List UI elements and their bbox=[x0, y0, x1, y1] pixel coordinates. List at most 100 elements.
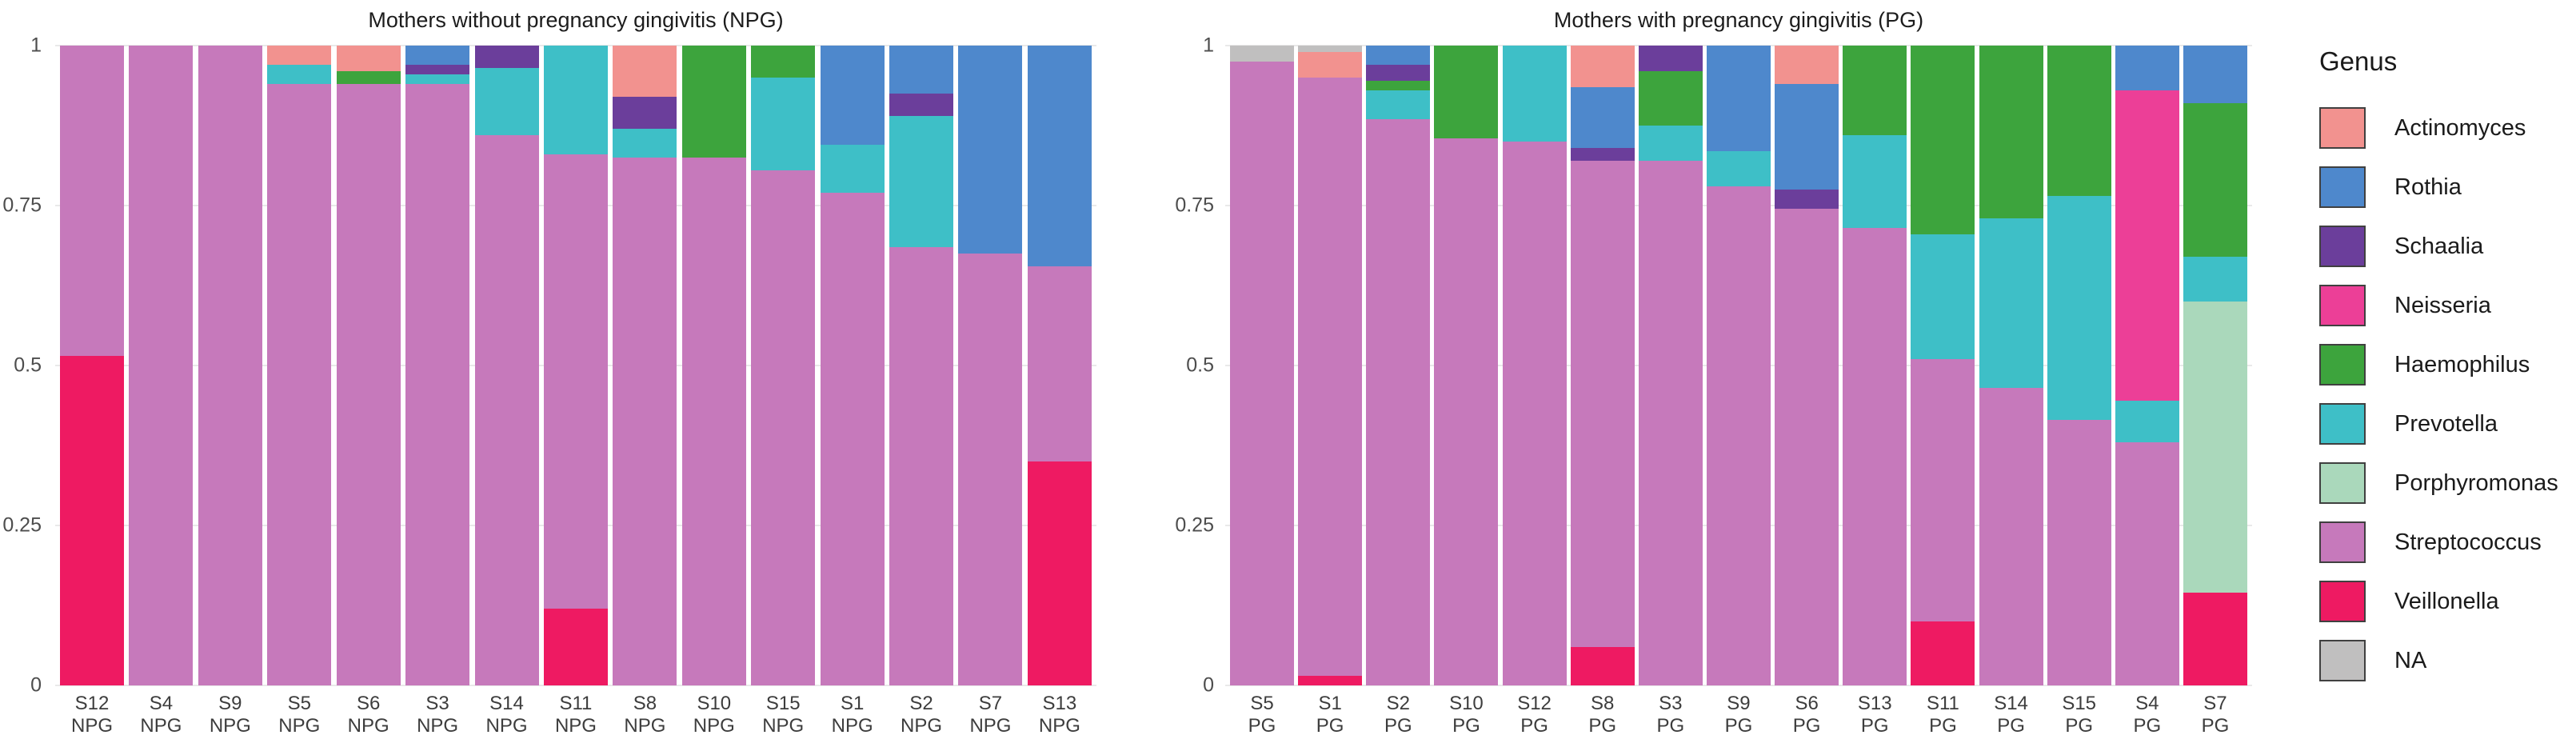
bar-S8-NPG bbox=[613, 46, 677, 685]
legend-label: Schaalia bbox=[2394, 233, 2484, 259]
legend-swatch-icon bbox=[2319, 166, 2366, 208]
y-tick-label: 0.5 bbox=[1186, 354, 1214, 377]
bar-S14-NPG bbox=[474, 46, 539, 685]
legend-swatch-icon bbox=[2319, 285, 2366, 326]
legend-item-veillonella: Veillonella bbox=[2319, 581, 2558, 622]
segment-rothia bbox=[889, 46, 954, 94]
segment-veillonella bbox=[1570, 647, 1635, 685]
segment-schaalia bbox=[1570, 148, 1635, 161]
segment-streptococcus bbox=[1979, 388, 2043, 685]
bars-npg bbox=[60, 46, 1092, 685]
segment-haemophilus bbox=[1366, 81, 1431, 90]
segment-schaalia bbox=[1638, 46, 1703, 71]
segment-schaalia bbox=[405, 65, 470, 74]
segment-streptococcus bbox=[60, 46, 124, 356]
legend-label: Actinomyces bbox=[2394, 114, 2526, 141]
legend-item-streptococcus: Streptococcus bbox=[2319, 521, 2558, 563]
segment-rothia bbox=[2183, 46, 2247, 103]
legend-item-porphyromonas: Porphyromonas bbox=[2319, 462, 2558, 504]
bar-S6-NPG bbox=[336, 46, 401, 685]
segment-rothia bbox=[1027, 46, 1092, 266]
bar-S3-NPG bbox=[405, 46, 470, 685]
segment-schaalia bbox=[1366, 65, 1431, 81]
segment-prevotella bbox=[613, 129, 677, 158]
y-tick-label: 0.25 bbox=[1175, 513, 1214, 537]
x-tick-label-S5-PG: S5 PG bbox=[1248, 693, 1276, 737]
bar-S9-PG bbox=[1706, 46, 1771, 685]
x-tick-label-S3-NPG: S3 NPG bbox=[417, 693, 459, 737]
segment-streptococcus bbox=[1775, 209, 1839, 685]
segment-prevotella bbox=[1979, 218, 2043, 388]
segment-veillonella bbox=[2183, 593, 2247, 685]
segment-streptococcus bbox=[613, 158, 677, 685]
legend-title: Genus bbox=[2319, 46, 2398, 76]
x-tick-label-S7-NPG: S7 NPG bbox=[969, 693, 1012, 737]
segment-veillonella bbox=[543, 609, 608, 685]
segment-prevotella bbox=[1843, 135, 1907, 228]
x-tick-label-S9-PG: S9 PG bbox=[1724, 693, 1753, 737]
legend-swatch-icon bbox=[2319, 403, 2366, 445]
legend-item-haemophilus: Haemophilus bbox=[2319, 344, 2558, 385]
bar-S3-PG bbox=[1638, 46, 1703, 685]
segment-rothia bbox=[1775, 84, 1839, 190]
y-tick-label: 0.25 bbox=[2, 513, 42, 537]
segment-haemophilus bbox=[2047, 46, 2111, 196]
legend-label: Veillonella bbox=[2394, 588, 2499, 614]
x-tick-label-S3-PG: S3 PG bbox=[1656, 693, 1685, 737]
segment-actinomyces bbox=[336, 46, 401, 71]
gridline bbox=[1225, 685, 2252, 686]
segment-streptococcus bbox=[1298, 78, 1363, 676]
bar-S1-PG bbox=[1298, 46, 1363, 685]
segment-streptococcus bbox=[336, 84, 401, 685]
segment-rothia bbox=[958, 46, 1023, 254]
bar-S8-PG bbox=[1570, 46, 1635, 685]
bar-S4-PG bbox=[2115, 46, 2179, 685]
x-tick-label-S8-NPG: S8 NPG bbox=[624, 693, 666, 737]
segment-schaalia bbox=[613, 97, 677, 129]
segment-rothia bbox=[820, 46, 885, 145]
bar-S15-PG bbox=[2047, 46, 2111, 685]
segment-streptococcus bbox=[1434, 138, 1499, 685]
x-axis-npg: S12 NPG S4 NPG S9 NPG S5 NPG S6 NPG S3 NPG S14 NPG S11… bbox=[60, 693, 1092, 737]
x-tick-label-S2-NPG: S2 NPG bbox=[901, 693, 943, 737]
legend-label: Prevotella bbox=[2394, 410, 2498, 437]
segment-streptococcus bbox=[474, 135, 539, 685]
legend-swatch-icon bbox=[2319, 462, 2366, 504]
legend-item-na: NA bbox=[2319, 640, 2558, 681]
gridline bbox=[55, 685, 1096, 686]
segment-streptococcus bbox=[405, 84, 470, 685]
x-tick-label-S12-NPG: S12 NPG bbox=[70, 693, 113, 737]
x-axis-pg: S5 PG S1 PG S2 PG S10 PG S12 PG S8 PG S3 PG S9 PG S6 PG S1… bbox=[1230, 693, 2247, 737]
x-tick-label-S4-NPG: S4 NPG bbox=[140, 693, 182, 737]
segment-prevotella bbox=[474, 68, 539, 135]
segment-haemophilus bbox=[336, 71, 401, 84]
bar-S5-NPG bbox=[267, 46, 332, 685]
x-tick-label-S2-PG: S2 PG bbox=[1384, 693, 1412, 737]
segment-streptococcus bbox=[1638, 161, 1703, 685]
x-tick-label-S6-NPG: S6 NPG bbox=[347, 693, 389, 737]
bar-S15-NPG bbox=[751, 46, 816, 685]
segment-streptococcus bbox=[1911, 359, 1975, 621]
legend-swatch-icon bbox=[2319, 521, 2366, 563]
segment-streptococcus bbox=[889, 247, 954, 685]
segment-haemophilus bbox=[751, 46, 816, 78]
segment-haemophilus bbox=[681, 46, 746, 158]
segment-streptococcus bbox=[2047, 420, 2111, 685]
segment-streptococcus bbox=[1706, 186, 1771, 685]
x-tick-label-S7-PG: S7 PG bbox=[2201, 693, 2230, 737]
bars-pg bbox=[1230, 46, 2247, 685]
segment-streptococcus bbox=[1570, 161, 1635, 647]
segment-neisseria bbox=[2115, 90, 2179, 401]
legend-label: Streptococcus bbox=[2394, 529, 2542, 555]
segment-streptococcus bbox=[1230, 62, 1294, 685]
segment-prevotella bbox=[543, 46, 608, 154]
x-tick-label-S10-NPG: S10 NPG bbox=[693, 693, 735, 737]
bar-S12-NPG bbox=[60, 46, 124, 685]
y-tick-label: 0.75 bbox=[1175, 194, 1214, 217]
segment-streptococcus bbox=[1366, 119, 1431, 685]
segment-rothia bbox=[405, 46, 470, 65]
segment-prevotella bbox=[1911, 234, 1975, 359]
segment-haemophilus bbox=[1638, 71, 1703, 126]
x-tick-label-S15-NPG: S15 NPG bbox=[762, 693, 805, 737]
segment-schaalia bbox=[474, 46, 539, 68]
